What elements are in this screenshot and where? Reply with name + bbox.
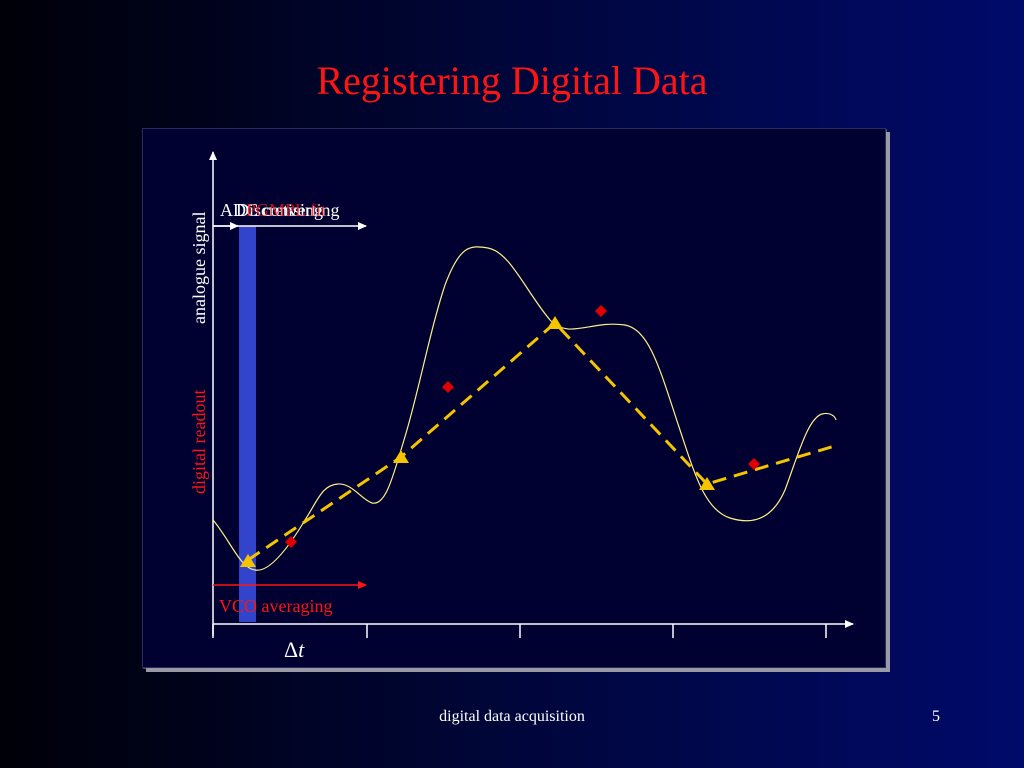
sample-points bbox=[240, 316, 715, 567]
x-axis-ticks bbox=[212, 624, 827, 638]
label-vco-averaging: VCO averaging bbox=[219, 596, 332, 616]
sample-triangle bbox=[547, 316, 563, 329]
footer-text: digital data acquisition bbox=[439, 708, 585, 725]
sample-triangle bbox=[699, 477, 715, 490]
page-number: 5 bbox=[932, 708, 940, 725]
analogue-signal-curve bbox=[212, 246, 837, 571]
label-pgmpl-fit: PGMPL fit bbox=[246, 200, 326, 220]
label-discretising: Discretising bbox=[236, 200, 323, 220]
readout-diamond bbox=[748, 458, 760, 470]
label-adc-converting: ADC converting bbox=[220, 200, 339, 220]
t-variable: t bbox=[298, 637, 305, 662]
delta-symbol: Δ bbox=[284, 637, 298, 662]
y-label-digital: digital readout bbox=[189, 390, 209, 494]
readout-diamond bbox=[285, 536, 297, 548]
fit-line bbox=[247, 320, 839, 562]
sample-triangle bbox=[393, 450, 409, 463]
readout-points bbox=[285, 305, 760, 548]
sampling-window-bar bbox=[239, 226, 256, 622]
readout-diamond bbox=[595, 305, 607, 317]
diagram-panel bbox=[142, 128, 886, 668]
y-label-analogue: analogue signal bbox=[189, 212, 209, 324]
readout-diamond bbox=[442, 381, 454, 393]
sample-triangle bbox=[240, 554, 256, 567]
x-axis-label: Δt bbox=[284, 637, 305, 662]
slide-title: Registering Digital Data bbox=[316, 58, 708, 103]
